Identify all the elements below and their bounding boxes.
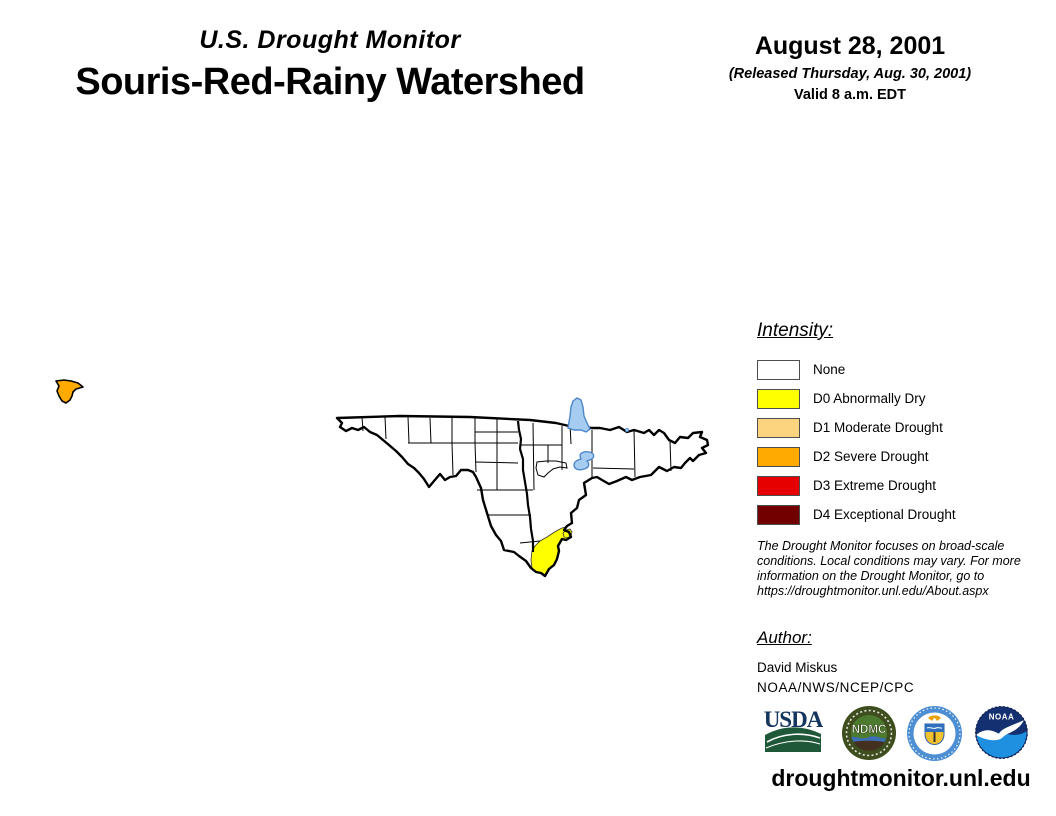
- legend: Intensity: None D0 Abnormally Dry D1 Mod…: [757, 320, 1056, 529]
- noaa-logo: NOAA: [974, 705, 1029, 760]
- legend-label-d3: D3 Extreme Drought: [813, 478, 937, 493]
- doc-logo: [907, 706, 962, 761]
- disclaimer-text: The Drought Monitor focuses on broad-sca…: [757, 539, 1021, 598]
- legend-row-d0: D0 Abnormally Dry: [757, 384, 1056, 413]
- ndmc-logo-text: NDMC: [852, 724, 887, 736]
- region-title: Souris-Red-Rainy Watershed: [75, 61, 585, 103]
- legend-row-d2: D2 Severe Drought: [757, 442, 1056, 471]
- author-agency: NOAA/NWS/NCEP/CPC: [757, 680, 915, 695]
- ndmc-logo: NDMC: [842, 706, 896, 760]
- author-name: David Miskus: [757, 660, 838, 675]
- county-lines: [361, 416, 672, 544]
- legend-row-none: None: [757, 355, 1056, 384]
- state-border-line: [516, 420, 535, 552]
- legend-heading: Intensity:: [757, 320, 834, 341]
- noaa-logo-text: NOAA: [989, 713, 1015, 722]
- legend-swatch-d2: [757, 446, 800, 467]
- page-title: U.S. Drought Monitor: [199, 26, 461, 54]
- author-block: Author: David Miskus NOAA/NWS/NCEP/CPC: [757, 628, 1056, 695]
- legend-label-d1: D1 Moderate Drought: [813, 420, 943, 435]
- usda-logo: USDA: [764, 707, 823, 752]
- legend-label-d4: D4 Exceptional Drought: [813, 507, 956, 522]
- title-block: U.S. Drought Monitor Souris-Red-Rainy Wa…: [30, 26, 630, 104]
- watershed-fill: [337, 416, 708, 576]
- legend-label-d0: D0 Abnormally Dry: [813, 391, 926, 406]
- legend-label-d2: D2 Severe Drought: [813, 449, 929, 464]
- lake-of-the-woods: [567, 397, 591, 433]
- site-url: droughtmonitor.unl.edu: [771, 765, 1031, 791]
- legend-swatch-d4: [757, 504, 800, 525]
- valid-time: Valid 8 a.m. EDT: [793, 87, 906, 103]
- legend-swatch-d1: [757, 417, 800, 438]
- legend-row-d3: D3 Extreme Drought: [757, 471, 1056, 500]
- legend-swatch-d0: [757, 388, 800, 409]
- released-date: (Released Thursday, Aug. 30, 2001): [728, 66, 972, 82]
- legend-row-d4: D4 Exceptional Drought: [757, 500, 1056, 529]
- red-lake: [573, 451, 595, 471]
- report-date: August 28, 2001: [754, 32, 946, 60]
- author-heading: Author:: [757, 628, 812, 647]
- legend-row-d1: D1 Moderate Drought: [757, 413, 1056, 442]
- legend-label-none: None: [813, 362, 846, 377]
- small-lake-dot: [625, 427, 630, 432]
- d2-region-west-inset: [55, 379, 84, 404]
- legend-swatch-none: [757, 359, 800, 380]
- watershed-outline: [335, 414, 710, 578]
- date-block: August 28, 2001 (Released Thursday, Aug.…: [700, 32, 1000, 103]
- legend-swatch-d3: [757, 475, 800, 496]
